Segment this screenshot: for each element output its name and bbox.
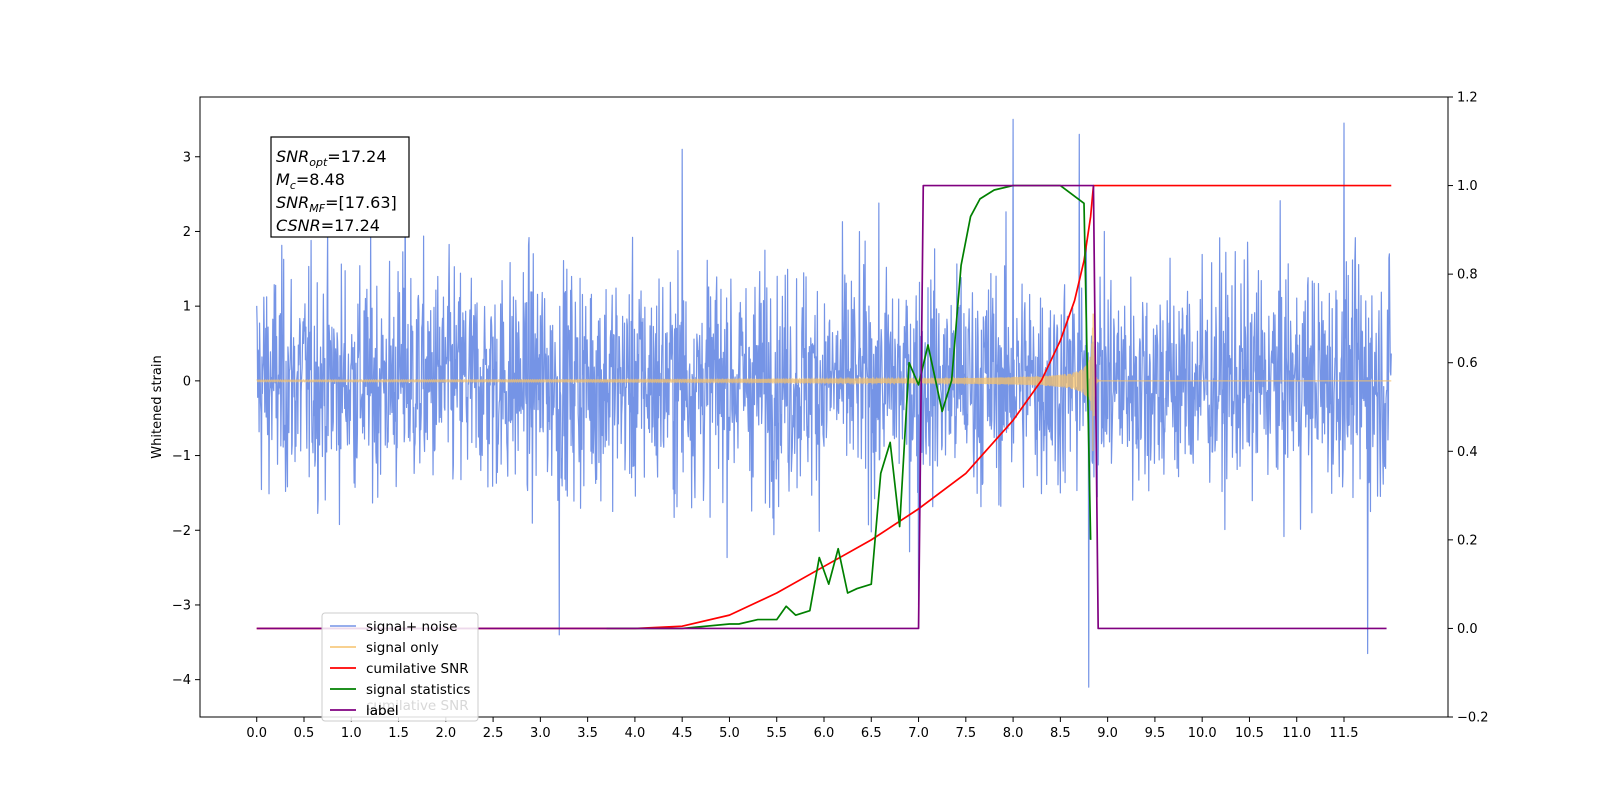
x-tick-label: 10.5 (1235, 726, 1264, 741)
y-right-tick-label: 0.4 (1457, 445, 1478, 460)
x-tick-label: 10.0 (1188, 726, 1217, 741)
series-layer (256, 118, 1392, 688)
y-left-tick-label: 2 (183, 225, 191, 240)
legend-label: label (366, 703, 399, 719)
x-tick-label: 9.5 (1145, 726, 1166, 741)
y-right-tick-label: 0.0 (1457, 622, 1478, 637)
x-axis: 0.0 0.5 1.0 1.5 2.0 2.5 3.0 3.5 4.0 4.5 5.0 5.5 6.0 6… (246, 717, 1358, 741)
x-tick-label: 9.0 (1097, 726, 1118, 741)
y-right-tick-label: 0.8 (1457, 268, 1478, 283)
y-right-tick-label: 1.2 (1457, 91, 1478, 106)
legend-label-top: label (366, 703, 399, 719)
series-signal-only (256, 313, 1392, 452)
legend-box (321, 612, 479, 722)
annotation-line: CSNR=17.24 (276, 216, 380, 235)
x-tick-label: 11.0 (1282, 726, 1311, 741)
annotation-line: Mc=8.48 (276, 170, 345, 192)
y-left-tick-label: −2 (172, 524, 191, 539)
x-tick-label: 7.0 (908, 726, 929, 741)
y-left-tick-label: −3 (172, 598, 191, 613)
legend-label: signal statistics (366, 682, 470, 698)
y-left-tick-label: 3 (183, 150, 191, 165)
y-right-tick-label: 0.6 (1457, 356, 1478, 371)
legend-label: signal+ noise (366, 619, 457, 635)
x-tick-label: 1.5 (388, 726, 409, 741)
x-tick-label: 7.5 (955, 726, 976, 741)
y-left-tick-label: 0 (183, 374, 191, 389)
x-tick-label: 3.5 (577, 726, 598, 741)
y-right-tick-label: 0.2 (1457, 533, 1478, 548)
x-tick-label: 4.0 (625, 726, 646, 741)
stats-annotation: SNRopt=17.24Mc=8.48SNRMF=[17.63]CSNR=17.… (270, 136, 410, 238)
x-tick-label: 0.0 (246, 726, 267, 741)
x-tick-label: 6.0 (814, 726, 835, 741)
series-signal-statistics (606, 184, 1092, 630)
x-tick-label: 8.5 (1050, 726, 1071, 741)
annotation-line: SNRMF=[17.63] (276, 193, 397, 215)
x-tick-label: 8.0 (1003, 726, 1024, 741)
legend-ghost-label: cumilative SNR (366, 698, 469, 714)
y-left-tick-label: −1 (172, 449, 191, 464)
x-tick-label: 5.0 (719, 726, 740, 741)
series-signal-noise (256, 118, 1392, 688)
annotation-line: SNRopt=17.24 (276, 147, 387, 169)
series-cumilative-snr (256, 184, 1392, 630)
x-tick-label: 0.5 (294, 726, 315, 741)
y-axis-label: Whitened strain (150, 355, 165, 458)
y-left-tick-label: 1 (183, 300, 191, 315)
series-label (256, 184, 1387, 630)
x-tick-label: 2.0 (435, 726, 456, 741)
x-tick-label: 6.5 (861, 726, 882, 741)
legend-label: signal only (366, 640, 439, 656)
y-axis-left: −4 −3 −2 −1 0 1 2 3 (172, 150, 200, 688)
x-tick-label: 4.5 (672, 726, 693, 741)
legend-label: cumilative SNR (366, 661, 469, 677)
y-right-tick-label: 1.0 (1457, 179, 1478, 194)
y-right-tick-label: −0.2 (1457, 711, 1489, 726)
x-tick-label: 5.5 (766, 726, 787, 741)
annotation-box (270, 136, 410, 238)
y-left-tick-label: −4 (172, 673, 191, 688)
x-tick-label: 1.0 (341, 726, 362, 741)
x-tick-label: 11.5 (1330, 726, 1359, 741)
x-tick-label: 2.5 (483, 726, 504, 741)
x-tick-label: 3.0 (530, 726, 551, 741)
y-axis-right: −0.2 0.0 0.2 0.4 0.6 0.8 1.0 1.2 (1448, 91, 1489, 726)
